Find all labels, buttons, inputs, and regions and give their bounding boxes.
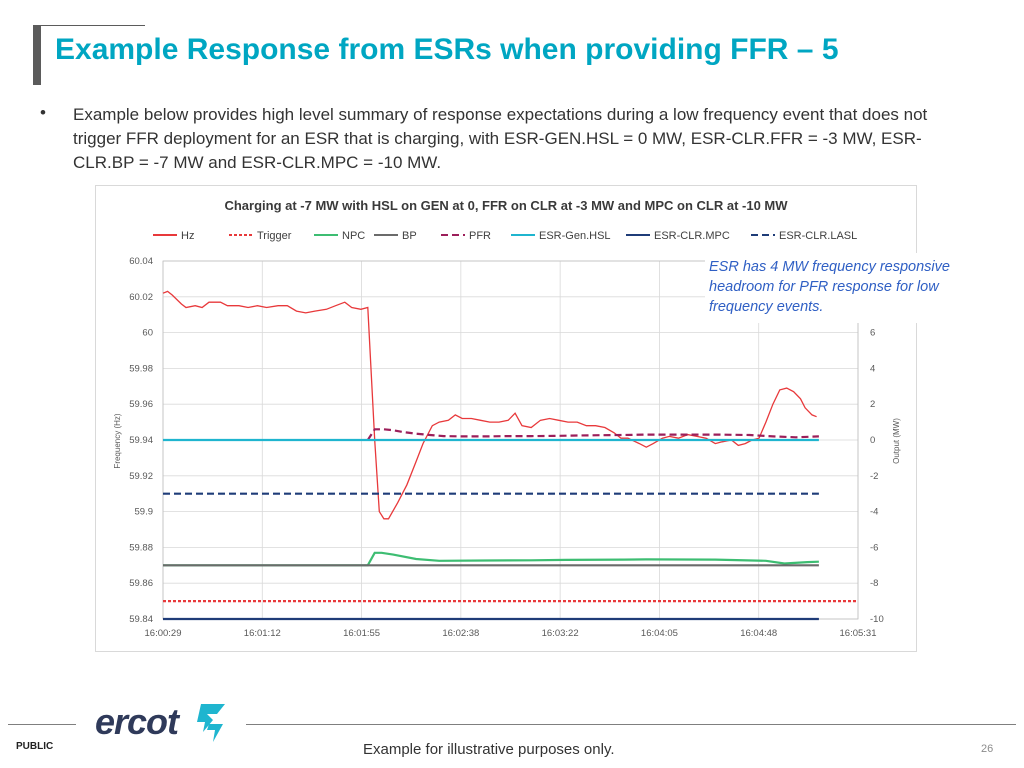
x-tick-label: 16:00:29: [145, 628, 182, 639]
bullet-text: Example below provides high level summar…: [73, 105, 928, 172]
x-tick-label: 16:03:22: [542, 628, 579, 639]
legend-label: Hz: [181, 230, 194, 242]
y-tick-label: 59.9: [135, 507, 154, 518]
series-line-hz: [162, 290, 817, 520]
title-accent-line: [41, 25, 145, 26]
title-accent-bar: [33, 25, 41, 85]
legend-label: ESR-CLR.LASL: [779, 230, 857, 242]
chart-legend: Hz Trigger NPC BP PFR ESR-Gen.HSL ESR-CLR.MPC E…: [153, 230, 857, 242]
x-tick-label: 16:04:05: [641, 628, 678, 639]
y-tick-label: 60.02: [129, 292, 153, 303]
y-tick-label: 59.98: [129, 363, 153, 374]
y2-tick-label: -4: [870, 507, 878, 518]
frequency-output-chart: Charging at -7 MW with HSL on GEN at 0, …: [113, 198, 901, 639]
footnote: Example for illustrative purposes only.: [363, 741, 615, 758]
y-tick-label: 59.88: [129, 542, 153, 553]
classification-label: PUBLIC: [16, 741, 54, 752]
chart-series: [162, 290, 858, 621]
y2-tick-label: -6: [870, 542, 878, 553]
y2-tick-label: -2: [870, 471, 878, 482]
y-tick-label: 59.84: [129, 614, 153, 625]
y-tick-label: 59.92: [129, 471, 153, 482]
x-tick-label: 16:02:38: [442, 628, 479, 639]
legend-label: PFR: [469, 230, 491, 242]
x-tick-label: 16:01:55: [343, 628, 380, 639]
ercot-logo: ercot: [95, 698, 230, 748]
legend-label: Trigger: [257, 230, 292, 242]
y2-tick-label: 2: [870, 399, 875, 410]
slide-title: Example Response from ESRs when providin…: [55, 33, 839, 66]
y2-tick-label: -10: [870, 614, 884, 625]
y2-tick-label: -8: [870, 578, 878, 589]
y-tick-label: 59.86: [129, 578, 153, 589]
y-tick-label: 60.04: [129, 256, 153, 267]
y2-axis-label: Output (MW): [892, 418, 901, 464]
y-tick-label: 59.96: [129, 399, 153, 410]
legend-label: ESR-CLR.MPC: [654, 230, 730, 242]
y-tick-label: 60: [142, 328, 153, 339]
page-number: 26: [981, 743, 994, 755]
ercot-bolt-icon: [197, 704, 225, 742]
footer-divider-left: [8, 724, 76, 725]
x-tick-label: 16:05:31: [840, 628, 877, 639]
y2-tick-label: 4: [870, 363, 875, 374]
series-line-pfr: [366, 428, 819, 441]
y2-tick-label: 6: [870, 328, 875, 339]
series-line-npc: [163, 551, 819, 567]
legend-label: BP: [402, 230, 417, 242]
x-tick-label: 16:01:12: [244, 628, 281, 639]
y-tick-label: 59.94: [129, 435, 153, 446]
legend-label: NPC: [342, 230, 365, 242]
headroom-callout: ESR has 4 MW frequency responsive headro…: [705, 253, 975, 323]
bullet-marker: •: [40, 103, 46, 122]
x-tick-label: 16:04:48: [740, 628, 777, 639]
footer-divider-right: [246, 724, 1016, 725]
y2-tick-label: 0: [870, 435, 875, 446]
logo-wordmark: ercot: [95, 701, 181, 742]
y-axis-label: Frequency (Hz): [113, 413, 122, 468]
legend-label: ESR-Gen.HSL: [539, 230, 611, 242]
chart-axes: 60.0460.026059.9859.9659.9459.9259.959.8…: [129, 256, 884, 639]
chart-title: Charging at -7 MW with HSL on GEN at 0, …: [224, 198, 788, 213]
